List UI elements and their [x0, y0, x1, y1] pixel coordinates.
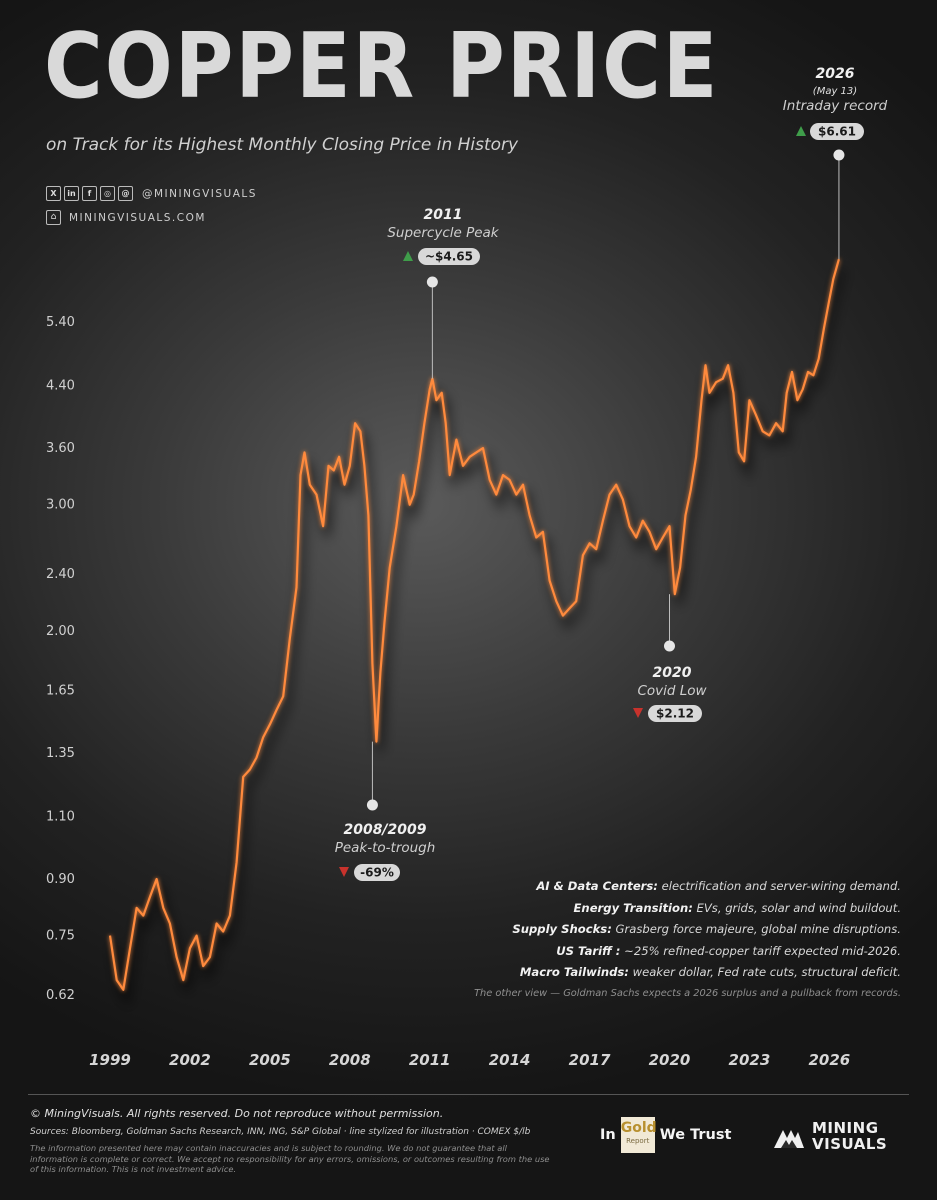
annotation-value-pill [418, 248, 480, 265]
annotation-2026: 2026 (May 13)Intraday record $6.61 [783, 66, 888, 260]
y-tick-label: 4.40 [46, 379, 75, 394]
annotation-year: 2011 [424, 207, 463, 223]
x-tick-label: 2014 [489, 1051, 531, 1069]
y-tick-label: 0.90 [46, 872, 75, 887]
annotation-dot [833, 149, 845, 161]
x-tick-label: 2026 [808, 1051, 850, 1069]
driver-item: Energy Transition: EVs, grids, solar and… [573, 900, 901, 915]
x-axis: 1999 2002 2005 2008 2011 2014 2017 2020 2023 2026 [89, 1051, 850, 1069]
in-gold-we-trust-logo[interactable]: In Gold Report We Trust [600, 1117, 731, 1153]
annotation-year: 2008/2009 [343, 822, 426, 838]
other-view-note: The other view — Goldman Sachs expects a… [474, 988, 901, 999]
annotation-date-detail: (May 13) [813, 86, 857, 97]
annotation-2020: 2020 Covid Low $2.12 [633, 594, 708, 722]
copper-price-chart: 0.62 0.75 0.90 1.10 1.35 1.65 2.00 2.40 3.00 3.60… [46, 66, 888, 1069]
social-handle[interactable]: @MININGVISUALS [142, 187, 257, 200]
y-tick-label: 3.00 [46, 498, 75, 513]
y-tick-label: 0.62 [46, 988, 75, 1003]
annotation-year: 2026 [816, 66, 855, 82]
instagram-icon[interactable]: ◎ [100, 186, 115, 201]
x-tick-label: 2002 [169, 1051, 211, 1069]
y-tick-label: 1.10 [46, 810, 75, 825]
annotation-value: -69% [360, 866, 394, 880]
footer-divider [28, 1094, 909, 1095]
plot-area [108, 258, 846, 1008]
price-drivers: AI & Data Centers: electrification and s… [512, 876, 901, 984]
brand-line-2: VISUALS [812, 1135, 888, 1153]
annotation-2011: 2011 Supercycle Peak ~$4.65 [387, 207, 500, 379]
linkedin-icon[interactable]: in [64, 186, 79, 201]
x-tick-label: 2005 [249, 1051, 291, 1069]
annotation-value-pill [354, 864, 400, 881]
logo-text-we-trust: We Trust [659, 1127, 732, 1143]
annotation-year: 2020 [653, 665, 692, 681]
annotation-value: $6.61 [818, 125, 856, 139]
y-tick-label: 3.60 [46, 441, 75, 456]
annotation-dot [663, 640, 675, 652]
annotation-dot [426, 276, 438, 288]
annotation-dot [366, 799, 378, 811]
price-line-shadow [111, 268, 846, 1008]
mining-visuals-logo[interactable]: MINING VISUALS [774, 1120, 887, 1152]
sources-text: Sources: Bloomberg, Goldman Sachs Resear… [30, 1127, 531, 1137]
y-tick-label: 5.40 [46, 315, 75, 330]
copyright-text: © MiningVisuals. All rights reserved. Do… [30, 1107, 444, 1120]
x-tick-label: 2017 [569, 1051, 611, 1069]
website-link[interactable]: MININGVISUALS.COM [69, 211, 206, 224]
x-tick-label: 2008 [329, 1051, 371, 1069]
up-arrow-icon [796, 126, 806, 136]
driver-item: Supply Shocks: Grasberg force majeure, g… [512, 922, 901, 937]
threads-icon[interactable]: @ [118, 186, 133, 201]
y-tick-label: 1.35 [46, 746, 75, 761]
x-tick-label: 2023 [729, 1051, 771, 1069]
logo-text-in: In [600, 1127, 616, 1143]
driver-item: Macro Tailwinds: weaker dollar, Fed rate… [519, 965, 901, 980]
annotation-2008-2009: 2008/2009 Peak-to-trough -69% [335, 741, 436, 881]
gold-report-badge: Gold Report [620, 1117, 657, 1153]
annotation-value: ~$4.65 [425, 250, 473, 264]
y-tick-label: 2.40 [46, 567, 75, 582]
annotation-label: Covid Low [637, 683, 707, 699]
annotation-label: Supercycle Peak [387, 225, 499, 241]
page-title: COPPER PRICE [44, 14, 720, 119]
social-row: X in f ◎ @ @MININGVISUALS [46, 186, 257, 201]
annotation-value: $2.12 [656, 707, 694, 721]
y-tick-label: 0.75 [46, 929, 75, 944]
down-arrow-icon [633, 708, 643, 718]
down-arrow-icon [339, 867, 349, 877]
home-icon: ⌂ [46, 210, 61, 225]
website-row: ⌂ MININGVISUALS.COM [46, 210, 206, 225]
y-tick-label: 2.00 [46, 624, 75, 639]
driver-item: AI & Data Centers: electrification and s… [536, 879, 901, 893]
price-line [108, 258, 840, 991]
mountain-logo-icon [774, 1130, 804, 1148]
annotation-value-pill [648, 705, 702, 722]
annotation-value-pill [810, 123, 864, 140]
brand-line-1: MINING [812, 1119, 879, 1137]
y-tick-label: 1.65 [46, 684, 75, 699]
annotations: 2008/2009 Peak-to-trough -69% 2011 Supercycl… [335, 66, 888, 881]
up-arrow-icon [403, 251, 413, 261]
x-icon[interactable]: X [46, 186, 61, 201]
facebook-icon[interactable]: f [82, 186, 97, 201]
annotation-label: Intraday record [783, 98, 888, 114]
x-tick-label: 1999 [89, 1051, 131, 1069]
driver-item: US Tariff : ~25% refined-copper tariff e… [556, 943, 901, 958]
x-tick-label: 2011 [409, 1051, 451, 1069]
x-tick-label: 2020 [649, 1051, 691, 1069]
annotation-label: Peak-to-trough [335, 840, 436, 856]
disclaimer-text: The information presented here may conta… [30, 1143, 550, 1174]
y-axis: 0.62 0.75 0.90 1.10 1.35 1.65 2.00 2.40 3.00 3.60… [46, 315, 75, 1003]
page-subtitle: on Track for its Highest Monthly Closing… [46, 135, 519, 155]
